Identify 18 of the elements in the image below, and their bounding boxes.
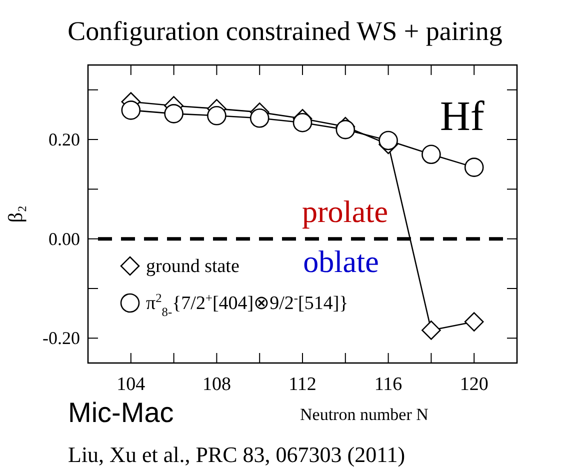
x-tick-label: 104 (116, 374, 146, 395)
x-tick-label: 112 (288, 374, 316, 395)
chart-title: Configuration constrained WS + pairing (68, 16, 502, 46)
annotation: oblate (303, 244, 379, 279)
x-tick-label: 120 (460, 374, 488, 395)
x-tick-label: 116 (374, 374, 402, 395)
x-tick-label: 108 (202, 374, 231, 395)
legend-label: ground state (146, 256, 240, 277)
text: Mic-Mac (68, 397, 174, 428)
y-tick-label: -0.20 (42, 328, 80, 348)
y-tick-label: 0.00 (48, 228, 80, 249)
annotation: Hf (440, 94, 484, 140)
x-axis-title: Neutron number N (300, 405, 428, 424)
annotation: prolate (302, 194, 388, 229)
text: Liu, Xu et al., PRC 83, 067303 (2011) (68, 442, 406, 467)
y-axis-title: β₂ (5, 205, 27, 223)
y-tick-label: 0.20 (48, 130, 80, 150)
legend-label: π$^{2}$$_{8-}${7/2$^{+}$[404]⊗9/2$^{-}$[514]} (146, 291, 348, 319)
